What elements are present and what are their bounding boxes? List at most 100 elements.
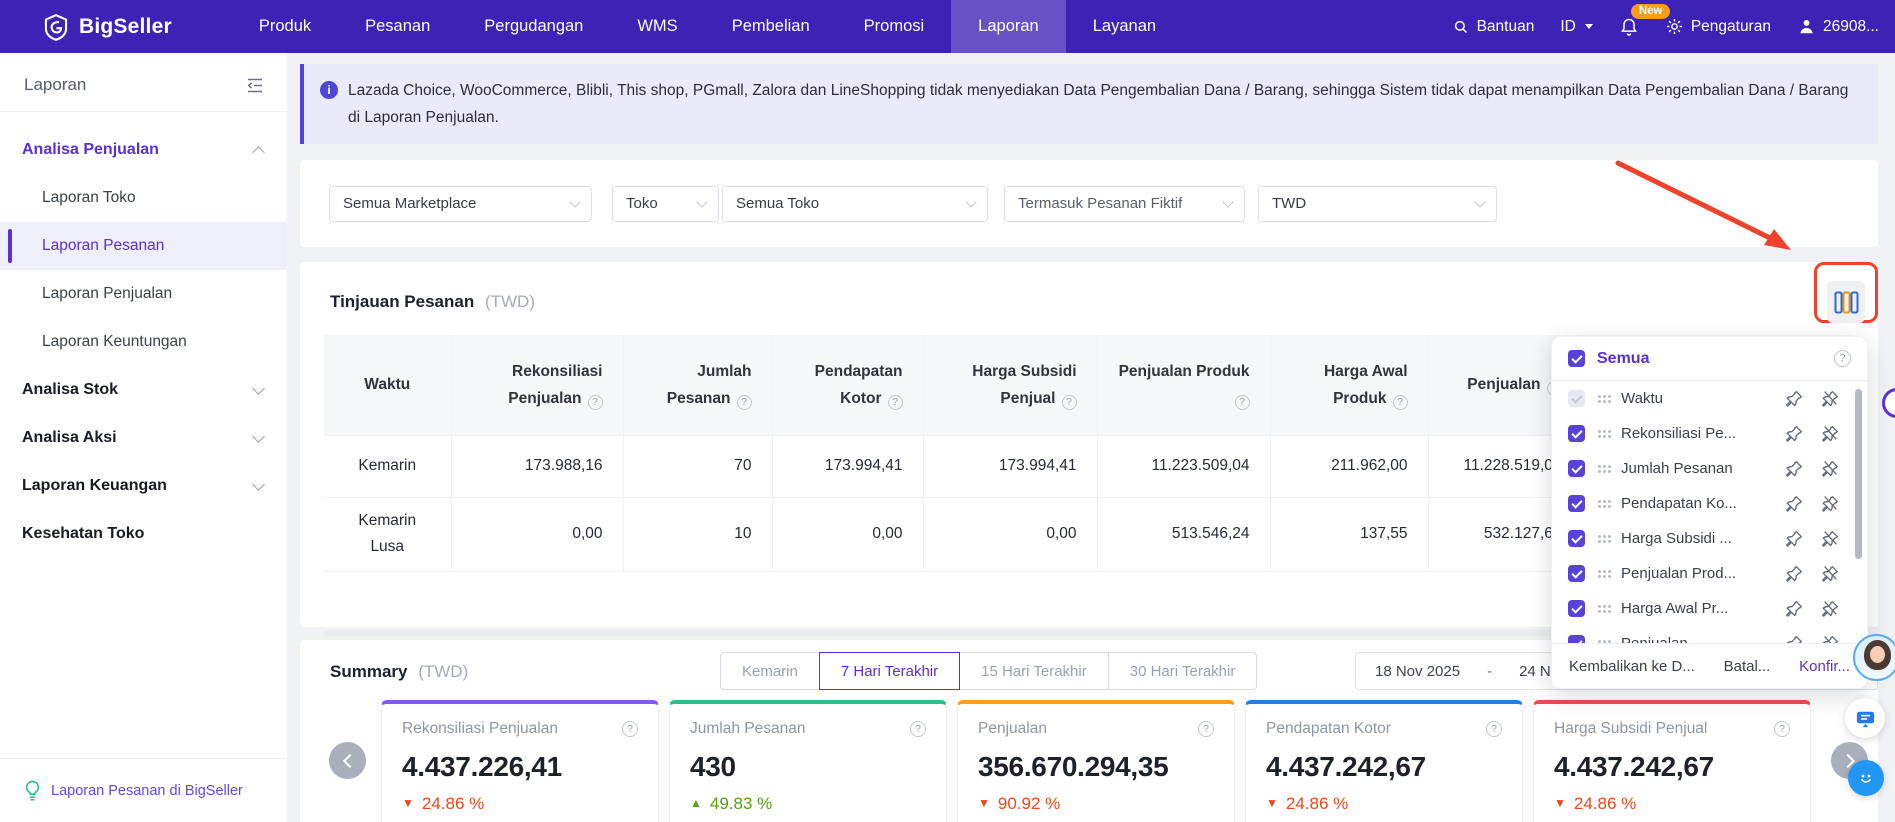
drag-handle-icon[interactable]	[1598, 394, 1601, 398]
column-checkbox[interactable]	[1568, 600, 1585, 617]
sidebar-item-laporan-toko[interactable]: Laporan Toko	[42, 189, 136, 206]
drag-handle-icon[interactable]	[1598, 639, 1601, 643]
pin-icon[interactable]	[1786, 425, 1803, 442]
confirm-button[interactable]: Konfir...	[1799, 657, 1850, 675]
sidebar-group-laporan-keuangan[interactable]: Laporan Keuangan	[0, 462, 287, 510]
reset-default-button[interactable]: Kembalikan ke D...	[1569, 657, 1695, 675]
drag-handle-icon[interactable]	[1598, 464, 1601, 468]
pin-off-icon[interactable]	[1822, 390, 1839, 407]
pin-icon[interactable]	[1786, 635, 1803, 645]
help-icon[interactable]	[910, 721, 926, 737]
pin-off-icon[interactable]	[1822, 495, 1839, 512]
collapse-sidebar-icon[interactable]	[245, 77, 265, 94]
column-checkbox[interactable]	[1568, 495, 1585, 512]
col-header-harga-awal: Harga Awal Produk	[1270, 335, 1429, 435]
help-icon[interactable]	[1392, 394, 1408, 410]
user-menu[interactable]: 26908...	[1797, 17, 1879, 36]
pin-off-icon[interactable]	[1822, 600, 1839, 617]
pin-icon[interactable]	[1786, 600, 1803, 617]
chevron-down-icon	[1222, 195, 1234, 208]
nav-layanan[interactable]: Layanan	[1092, 17, 1157, 35]
help-icon[interactable]	[887, 394, 903, 410]
marketplace-filter[interactable]: Semua Marketplace	[329, 185, 592, 222]
help-icon[interactable]	[587, 394, 603, 410]
cancel-button[interactable]: Batal...	[1723, 657, 1771, 675]
language-selector[interactable]: ID	[1560, 18, 1593, 36]
sidebar-item-laporan-keuntungan[interactable]: Laporan Keuntungan	[42, 333, 187, 350]
nav-wms[interactable]: WMS	[637, 17, 678, 35]
feedback-button[interactable]	[1848, 760, 1884, 796]
store-filter[interactable]: Semua Toko	[722, 185, 988, 222]
fictitious-order-filter[interactable]: Termasuk Pesanan Fiktif	[1004, 185, 1245, 222]
carousel-prev-button[interactable]	[329, 742, 366, 779]
drag-handle-icon[interactable]	[1598, 569, 1601, 573]
card-value: 430	[690, 751, 736, 782]
column-checkbox[interactable]	[1568, 390, 1585, 407]
period-30-hari[interactable]: 30 Hari Terakhir	[1107, 652, 1258, 690]
pin-icon[interactable]	[1786, 390, 1803, 407]
sidebar-footer-link[interactable]: Laporan Pesanan di BigSeller	[51, 782, 243, 799]
column-checkbox[interactable]	[1568, 635, 1585, 645]
table-horizontal-scrollbar[interactable]	[324, 630, 1554, 636]
nav-pembelian[interactable]: Pembelian	[731, 17, 810, 35]
help-icon[interactable]	[622, 721, 638, 737]
notifications-button[interactable]: New	[1619, 3, 1671, 37]
period-15-hari[interactable]: 15 Hari Terakhir	[959, 652, 1109, 690]
help-icon[interactable]	[736, 394, 752, 410]
col-header-rekonsiliasi: Rekonsiliasi Penjualan	[451, 335, 624, 435]
help-icon[interactable]	[1774, 721, 1790, 737]
sidebar-group-kesehatan-toko[interactable]: Kesehatan Toko	[22, 525, 145, 542]
pin-off-icon[interactable]	[1822, 530, 1839, 547]
pin-icon[interactable]	[1786, 495, 1803, 512]
help-icon[interactable]	[1834, 350, 1851, 367]
pin-icon[interactable]	[1786, 460, 1803, 477]
sidebar-group-analisa-penjualan[interactable]: Analisa Penjualan	[0, 126, 287, 174]
bigseller-logo[interactable]: BigSeller	[42, 13, 172, 41]
panel-footer: Kembalikan ke D... Batal... Konfir...	[1552, 643, 1867, 688]
chevron-down-icon	[696, 195, 708, 208]
pin-icon[interactable]	[1786, 565, 1803, 582]
period-kemarin[interactable]: Kemarin	[720, 652, 820, 690]
help-icon[interactable]	[1486, 721, 1502, 737]
nav-pergudangan[interactable]: Pergudangan	[484, 17, 584, 35]
column-settings-button[interactable]	[1827, 281, 1865, 323]
pin-off-icon[interactable]	[1822, 460, 1839, 477]
column-checkbox[interactable]	[1568, 565, 1585, 582]
sidebar-group-analisa-aksi[interactable]: Analisa Aksi	[0, 414, 287, 462]
panel-scrollbar[interactable]	[1855, 389, 1862, 559]
store-type-filter[interactable]: Toko	[612, 185, 719, 222]
user-icon	[1800, 20, 1813, 34]
sidebar-title: Laporan	[24, 75, 87, 94]
pin-off-icon[interactable]	[1822, 635, 1839, 645]
drag-handle-icon[interactable]	[1598, 499, 1601, 503]
overview-title-row: Tinjauan Pesanan (TWD)	[330, 292, 535, 312]
drag-handle-icon[interactable]	[1598, 534, 1601, 538]
column-checkbox[interactable]	[1568, 460, 1585, 477]
drag-handle-icon[interactable]	[1598, 429, 1601, 433]
sidebar-item-laporan-penjualan[interactable]: Laporan Penjualan	[42, 285, 173, 302]
sidebar-item-laporan-pesanan[interactable]: Laporan Pesanan	[0, 222, 287, 270]
help-button[interactable]: Bantuan	[1452, 18, 1534, 36]
announcement-button[interactable]	[1845, 698, 1885, 738]
column-checkbox[interactable]	[1568, 425, 1585, 442]
help-icon[interactable]	[1234, 394, 1250, 410]
period-7-hari[interactable]: 7 Hari Terakhir	[818, 652, 961, 690]
column-checkbox[interactable]	[1568, 530, 1585, 547]
nav-promosi[interactable]: Promosi	[863, 17, 925, 35]
nav-laporan[interactable]: Laporan	[951, 0, 1066, 53]
nav-produk[interactable]: Produk	[258, 17, 312, 35]
card-pendapatan-kotor: Pendapatan Kotor 4.437.242,67 24.86 %	[1245, 700, 1523, 822]
help-icon[interactable]	[1198, 721, 1214, 737]
settings-button[interactable]: Pengaturan	[1665, 17, 1771, 36]
sidebar-group-analisa-stok[interactable]: Analisa Stok	[0, 366, 287, 414]
chevron-down-icon	[965, 195, 977, 208]
currency-filter[interactable]: TWD	[1258, 185, 1497, 222]
select-all-checkbox[interactable]	[1568, 350, 1585, 367]
nav-pesanan[interactable]: Pesanan	[365, 17, 431, 35]
pin-off-icon[interactable]	[1822, 425, 1839, 442]
pin-icon[interactable]	[1786, 530, 1803, 547]
help-icon[interactable]	[1061, 394, 1077, 410]
support-agent-avatar[interactable]	[1853, 634, 1895, 681]
drag-handle-icon[interactable]	[1598, 604, 1601, 608]
pin-off-icon[interactable]	[1822, 565, 1839, 582]
